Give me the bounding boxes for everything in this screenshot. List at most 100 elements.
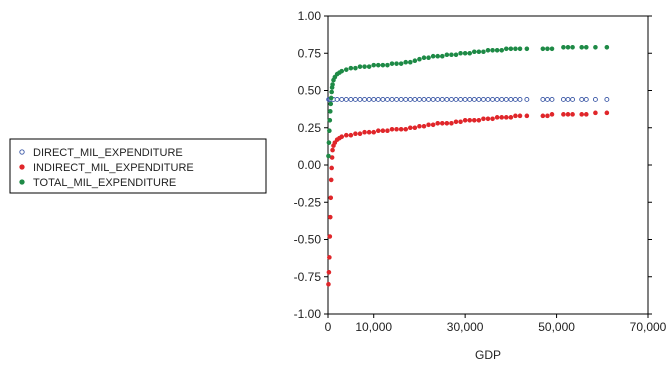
data-point (503, 96, 509, 102)
data-point (435, 96, 441, 102)
data-point (327, 109, 333, 114)
data-point (458, 119, 463, 125)
data-point (490, 116, 495, 122)
data-point (593, 44, 598, 50)
data-point (430, 96, 436, 102)
data-point (485, 47, 491, 53)
data-point (462, 118, 468, 123)
legend-marker (19, 149, 25, 155)
data-point (430, 53, 436, 59)
data-point (508, 96, 514, 102)
y-tick-label: 0.00 (298, 158, 322, 172)
data-point (328, 95, 334, 101)
data-point (326, 153, 331, 159)
data-point (508, 115, 514, 120)
data-point (485, 96, 491, 102)
data-point (334, 96, 340, 102)
data-point (385, 62, 390, 68)
data-point (416, 96, 422, 102)
data-point (453, 52, 459, 58)
data-point (579, 44, 585, 50)
data-point (385, 128, 390, 134)
data-point (417, 56, 422, 62)
data-point (524, 96, 530, 102)
data-point (371, 62, 377, 68)
data-point (357, 64, 363, 69)
data-point (583, 96, 589, 102)
data-point (435, 53, 441, 59)
data-point (326, 140, 332, 145)
data-point (476, 49, 482, 55)
data-point (481, 116, 486, 122)
data-point (330, 82, 335, 87)
legend-label: TOTAL_MIL_EXPENDITURE (33, 177, 176, 189)
data-point (499, 96, 505, 102)
data-point (389, 126, 395, 132)
data-point (570, 112, 575, 117)
data-point (403, 59, 409, 65)
data-point (476, 96, 482, 102)
data-point (565, 44, 571, 50)
data-point (604, 110, 610, 116)
data-point (343, 132, 349, 138)
data-point (407, 59, 413, 65)
data-point (561, 44, 566, 50)
legend-marker (19, 179, 25, 185)
data-point (380, 128, 386, 134)
data-point (417, 123, 422, 129)
data-point (458, 50, 463, 56)
data-point (357, 96, 363, 102)
data-point (343, 96, 349, 102)
data-point (339, 134, 345, 139)
data-point (332, 140, 338, 145)
y-tick-label: 0.25 (298, 121, 322, 135)
x-tick-label: 50,000 (538, 320, 575, 334)
data-point (389, 61, 395, 66)
data-point (366, 129, 372, 135)
data-point (517, 96, 523, 102)
data-point (560, 96, 566, 102)
data-point (328, 101, 334, 107)
x-tick-label: 10,000 (355, 320, 392, 334)
data-point (490, 96, 496, 102)
data-point (579, 112, 585, 117)
y-tick-label: 1.00 (298, 9, 322, 23)
data-point (421, 123, 427, 129)
data-point (467, 96, 473, 102)
y-tick-label: -0.50 (294, 233, 322, 247)
legend-box (9, 138, 267, 194)
data-point (332, 74, 338, 80)
data-point (512, 96, 518, 102)
data-point (327, 234, 333, 239)
y-tick-label: -0.75 (294, 270, 322, 284)
plot-frame (327, 15, 649, 315)
data-point (426, 55, 431, 61)
data-point (503, 115, 509, 120)
legend: DIRECT_MIL_EXPENDITURE INDIRECT_MIL_EXPEN… (9, 138, 267, 194)
y-axis: -1.00 -0.75 -0.50 -0.25 0.00 0.25 0.50 0.75 1.00 (294, 9, 652, 321)
data-point (327, 255, 332, 260)
data-point (407, 96, 413, 102)
y-tick-label: 0.75 (298, 46, 322, 60)
x-axis-title: GDP (475, 348, 501, 362)
data-point (353, 65, 358, 71)
data-point (375, 128, 381, 134)
data-point (327, 128, 332, 134)
data-point (545, 46, 550, 52)
data-point (366, 64, 372, 69)
data-point (389, 96, 395, 102)
data-point (421, 96, 427, 102)
data-point (604, 44, 610, 50)
data-point (362, 129, 367, 135)
data-point (540, 96, 546, 102)
data-point (412, 58, 418, 64)
data-point (375, 62, 381, 68)
data-point (471, 96, 477, 102)
data-point (444, 52, 450, 58)
data-point (549, 112, 555, 117)
data-point (326, 269, 332, 275)
data-point (583, 44, 589, 50)
data-point (430, 122, 436, 128)
series-direct-mil-expenditure (326, 96, 610, 102)
